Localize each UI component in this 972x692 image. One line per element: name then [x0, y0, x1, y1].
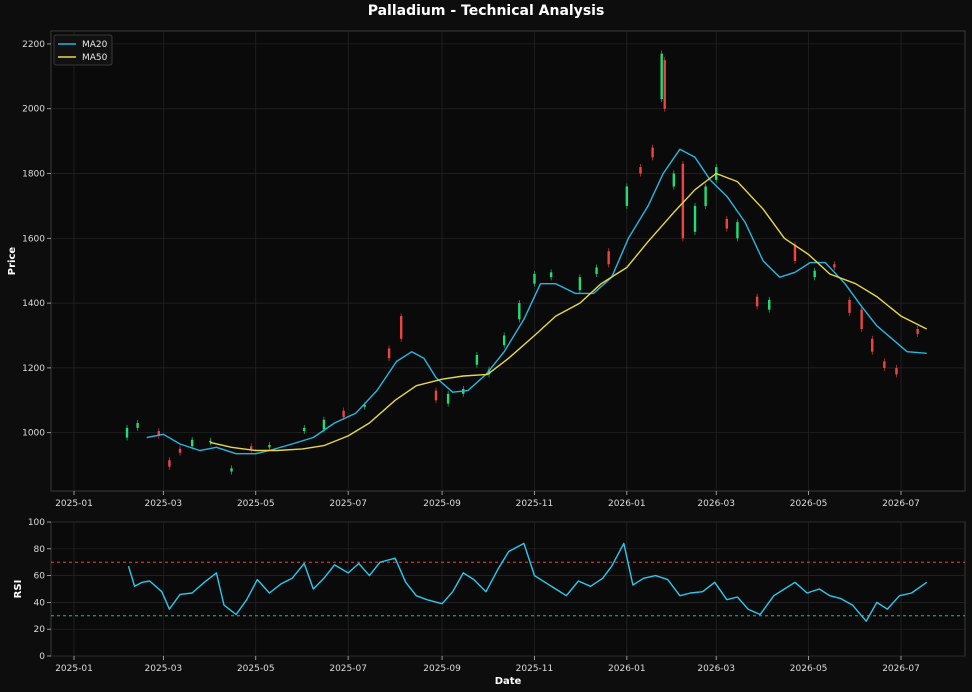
- candle-body: [434, 390, 438, 401]
- candle-body: [625, 186, 629, 206]
- candle-body: [178, 448, 182, 453]
- price-xtick-label: 2025-07: [329, 499, 367, 509]
- candle-body: [693, 205, 697, 232]
- candle-body: [250, 446, 253, 450]
- rsi-xtick-label: 2025-01: [55, 664, 93, 674]
- price-ytick-label: 1200: [22, 364, 45, 374]
- rsi-ytick-label: 80: [34, 545, 46, 555]
- rsi-xtick-label: 2025-05: [237, 664, 275, 674]
- candle-body: [660, 53, 663, 100]
- chart-title: Palladium - Technical Analysis: [367, 3, 605, 19]
- candle-body: [860, 309, 863, 330]
- rsi-xtick-label: 2026-01: [608, 664, 646, 674]
- candle-body: [518, 303, 521, 320]
- candle-body: [704, 186, 707, 206]
- candle-body: [322, 419, 326, 430]
- candle-body: [639, 167, 642, 174]
- candle-body: [651, 147, 654, 158]
- candle-body: [502, 335, 506, 346]
- rsi-xtick-label: 2026-05: [790, 664, 828, 674]
- price-ma20-series-line: [146, 148, 927, 455]
- candle-body: [755, 296, 759, 307]
- price-xtick-label: 2025-11: [516, 499, 554, 509]
- legend-label: MA20: [82, 40, 108, 50]
- candle-body: [883, 361, 886, 368]
- rsi-series-line: [127, 542, 928, 622]
- candle-body: [125, 427, 129, 438]
- candle-body: [895, 367, 898, 375]
- price-ytick-label: 2200: [22, 40, 45, 50]
- candle-body: [209, 440, 212, 443]
- candle-body: [833, 264, 836, 268]
- price-xtick-label: 2025-01: [55, 499, 93, 509]
- rsi-ytick-label: 0: [39, 652, 45, 662]
- price-xtick-label: 2026-05: [790, 499, 828, 509]
- candle-body: [487, 369, 491, 375]
- price-ytick-label: 1000: [22, 429, 45, 439]
- candle-body: [475, 354, 479, 365]
- rsi-xtick-label: 2025-11: [516, 664, 554, 674]
- price-xtick-label: 2026-01: [608, 499, 646, 509]
- price-xtick-label: 2026-07: [882, 499, 920, 509]
- candle-body: [916, 329, 919, 334]
- candle-body: [672, 173, 676, 187]
- price-xtick-label: 2026-03: [697, 499, 735, 509]
- candle-body: [168, 460, 171, 467]
- candle-body: [342, 410, 345, 418]
- price-plot-area: [50, 30, 966, 492]
- candle-body: [230, 468, 233, 472]
- price-ytick-label: 2000: [22, 105, 45, 115]
- rsi-xtick-label: 2026-07: [882, 664, 920, 674]
- rsi-ylabel: RSI: [13, 580, 24, 599]
- rsi-xtick-label: 2025-07: [329, 664, 367, 674]
- candle-body: [813, 270, 816, 278]
- candle-body: [663, 60, 666, 109]
- rsi-xtick-label: 2026-03: [697, 664, 735, 674]
- candle-body: [793, 244, 797, 261]
- candle-body: [446, 393, 450, 404]
- candle-body: [136, 422, 139, 428]
- candle-body: [549, 272, 553, 278]
- candle-body: [681, 163, 685, 239]
- price-ytick-label: 1800: [22, 170, 45, 180]
- price-xtick-label: 2025-09: [423, 499, 461, 509]
- rsi-plot-area: [50, 521, 966, 657]
- candle-body: [768, 299, 771, 310]
- candle-body: [607, 251, 610, 265]
- candle-body: [157, 431, 161, 436]
- legend-label: MA50: [82, 53, 108, 63]
- candle-body: [725, 218, 729, 229]
- price-xtick-label: 2025-05: [237, 499, 275, 509]
- candle-body: [595, 267, 598, 274]
- candle-body: [578, 277, 582, 291]
- price-ylabel: Price: [7, 247, 18, 276]
- price-ytick-label: 1400: [22, 299, 45, 309]
- candle-body: [387, 348, 391, 359]
- price-ma50-series-line: [210, 172, 928, 452]
- rsi-ytick-label: 40: [34, 598, 46, 608]
- price-ytick-label: 1600: [22, 234, 45, 244]
- candle-body: [848, 299, 851, 313]
- price-legend: MA20 MA50: [53, 34, 113, 66]
- rsi-xtick-label: 2025-09: [423, 664, 461, 674]
- candle-body: [533, 273, 536, 284]
- candle-body: [190, 439, 194, 447]
- candle-body: [399, 316, 403, 339]
- rsi-xtick-label: 2025-03: [145, 664, 183, 674]
- candle-body: [303, 427, 306, 432]
- price-xtick-label: 2025-03: [145, 499, 183, 509]
- candle-body: [268, 445, 271, 448]
- rsi-xlabel: Date: [495, 676, 522, 687]
- rsi-ytick-label: 60: [34, 572, 46, 582]
- candle-body: [363, 405, 367, 407]
- rsi-ytick-label: 20: [34, 625, 46, 635]
- rsi-ytick-label: 100: [28, 518, 45, 528]
- candle-body: [736, 222, 739, 239]
- candle-body: [871, 338, 874, 352]
